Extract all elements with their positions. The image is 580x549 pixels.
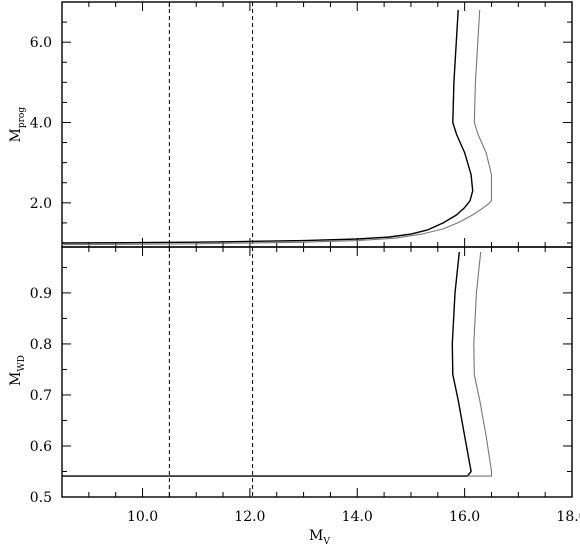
top-y-tick-label: 4.0	[30, 115, 52, 131]
top-y-axis-label: Mprog	[8, 107, 27, 143]
top-y-axis-label-subscript: prog	[17, 107, 27, 128]
bottom-series-line-1	[62, 252, 472, 477]
bottom-y-tick-label: 0.7	[30, 388, 52, 404]
top-series-line-1	[61, 9, 474, 244]
bottom-series-line-2	[467, 252, 493, 477]
top-y-axis-label-main: M	[8, 128, 24, 142]
x-tick-label: 12.0	[234, 509, 265, 525]
top-plot-frame	[61, 1, 573, 248]
x-tick-label: 18.0	[556, 509, 580, 525]
x-tick-label: 16.0	[449, 509, 480, 525]
top-series-line-2	[61, 9, 493, 246]
x-axis-label-main: M	[309, 528, 323, 544]
bottom-y-tick-label: 0.6	[30, 439, 52, 455]
x-tick-label: 14.0	[342, 509, 373, 525]
bottom-y-axis-label: MWD	[8, 355, 27, 386]
bottom-y-axis-label-subscript: WD	[17, 355, 27, 371]
top-y-tick-label: 2.0	[30, 196, 52, 212]
x-tick-label: 10.0	[127, 509, 158, 525]
bottom-y-tick-label: 0.5	[30, 490, 52, 506]
top-panel: 2.0 4.0 6.0	[30, 1, 573, 248]
bottom-y-tick-label: 0.9	[30, 286, 52, 302]
bottom-panel: 10.0 12.0 14.0 16.0 18.0 0.5 0.6 0.7 0.8 0.9	[30, 246, 580, 525]
bottom-y-axis-label-main: M	[8, 372, 24, 386]
x-axis-label: MV	[309, 528, 330, 547]
bottom-plot-frame	[61, 246, 573, 498]
bottom-y-tick-label: 0.8	[30, 337, 52, 353]
top-y-tick-label: 6.0	[30, 35, 52, 51]
x-axis-label-subscript: V	[322, 537, 330, 547]
